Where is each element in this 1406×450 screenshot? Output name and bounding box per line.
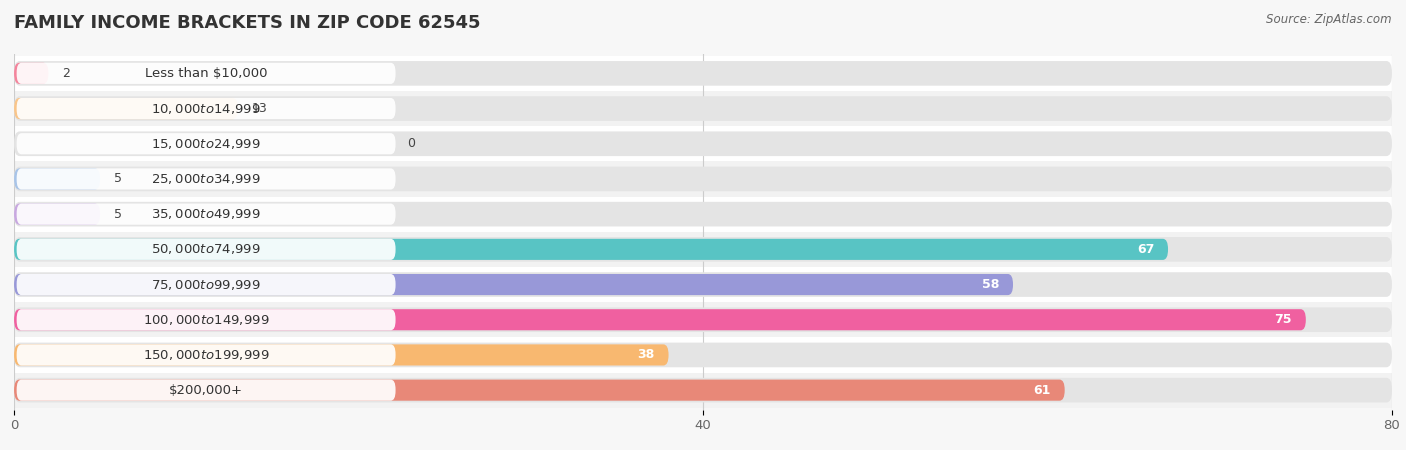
FancyBboxPatch shape: [14, 61, 1392, 86]
FancyBboxPatch shape: [14, 378, 1392, 402]
FancyBboxPatch shape: [17, 380, 395, 400]
FancyBboxPatch shape: [17, 309, 395, 330]
FancyBboxPatch shape: [17, 344, 395, 365]
Text: 67: 67: [1137, 243, 1154, 256]
FancyBboxPatch shape: [14, 63, 48, 84]
Bar: [14, 91, 1392, 126]
Text: 2: 2: [62, 67, 70, 80]
Bar: [14, 197, 1392, 232]
Text: 13: 13: [252, 102, 267, 115]
Text: $10,000 to $14,999: $10,000 to $14,999: [152, 102, 262, 116]
Text: 0: 0: [406, 137, 415, 150]
Text: 58: 58: [981, 278, 1000, 291]
Text: $50,000 to $74,999: $50,000 to $74,999: [152, 243, 262, 256]
FancyBboxPatch shape: [14, 239, 1168, 260]
Text: $150,000 to $199,999: $150,000 to $199,999: [143, 348, 270, 362]
FancyBboxPatch shape: [14, 274, 1012, 295]
Bar: [14, 302, 1392, 338]
FancyBboxPatch shape: [17, 239, 395, 260]
FancyBboxPatch shape: [14, 202, 1392, 226]
Text: Less than $10,000: Less than $10,000: [145, 67, 267, 80]
FancyBboxPatch shape: [14, 342, 1392, 367]
FancyBboxPatch shape: [14, 307, 1392, 332]
FancyBboxPatch shape: [14, 203, 100, 225]
Text: $25,000 to $34,999: $25,000 to $34,999: [152, 172, 262, 186]
Text: FAMILY INCOME BRACKETS IN ZIP CODE 62545: FAMILY INCOME BRACKETS IN ZIP CODE 62545: [14, 14, 481, 32]
FancyBboxPatch shape: [17, 203, 395, 225]
FancyBboxPatch shape: [17, 133, 395, 154]
FancyBboxPatch shape: [14, 272, 1392, 297]
Bar: [14, 267, 1392, 302]
Bar: [14, 162, 1392, 197]
FancyBboxPatch shape: [14, 237, 1392, 261]
Text: $100,000 to $149,999: $100,000 to $149,999: [143, 313, 270, 327]
FancyBboxPatch shape: [14, 131, 1392, 156]
FancyBboxPatch shape: [14, 98, 238, 119]
Text: 75: 75: [1275, 313, 1292, 326]
Bar: [14, 56, 1392, 91]
FancyBboxPatch shape: [14, 344, 669, 365]
Text: Source: ZipAtlas.com: Source: ZipAtlas.com: [1267, 14, 1392, 27]
Text: 5: 5: [114, 172, 122, 185]
FancyBboxPatch shape: [17, 98, 395, 119]
Text: $75,000 to $99,999: $75,000 to $99,999: [152, 278, 262, 292]
Text: 38: 38: [637, 348, 655, 361]
FancyBboxPatch shape: [14, 96, 1392, 121]
Text: $200,000+: $200,000+: [169, 384, 243, 396]
Text: $35,000 to $49,999: $35,000 to $49,999: [152, 207, 262, 221]
FancyBboxPatch shape: [17, 63, 395, 84]
Text: $15,000 to $24,999: $15,000 to $24,999: [152, 137, 262, 151]
FancyBboxPatch shape: [14, 168, 100, 189]
Text: 61: 61: [1033, 384, 1050, 396]
FancyBboxPatch shape: [14, 380, 1064, 400]
FancyBboxPatch shape: [17, 168, 395, 189]
FancyBboxPatch shape: [17, 274, 395, 295]
Bar: [14, 232, 1392, 267]
Text: 5: 5: [114, 207, 122, 220]
Bar: [14, 338, 1392, 373]
FancyBboxPatch shape: [14, 166, 1392, 191]
Bar: [14, 126, 1392, 162]
Bar: [14, 373, 1392, 408]
FancyBboxPatch shape: [14, 309, 1306, 330]
